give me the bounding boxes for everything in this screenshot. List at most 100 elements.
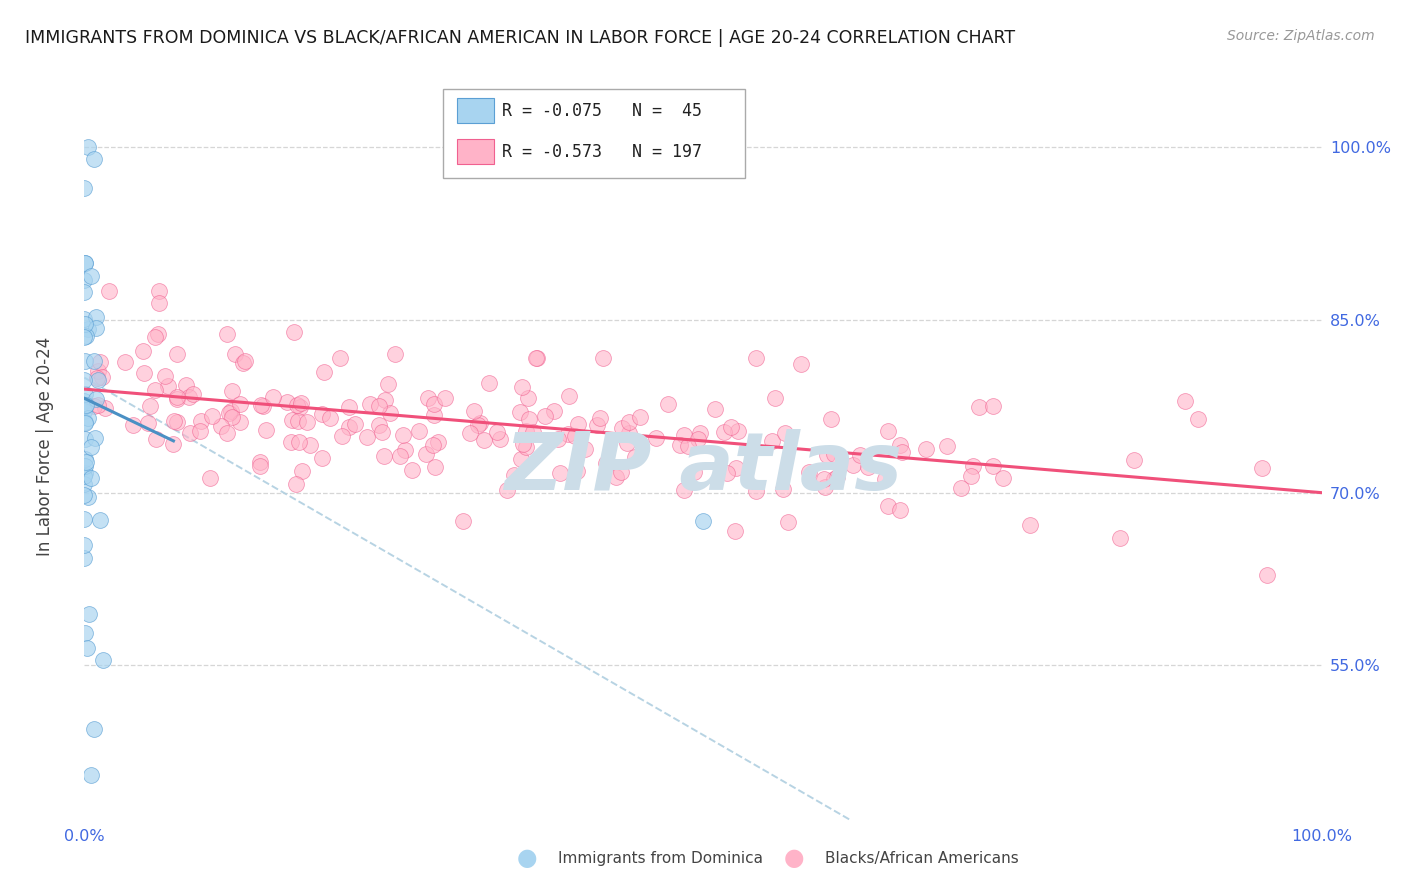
Point (73, 466, 96, 480)
Point (198, 471, 221, 485)
Point (79, 440, 101, 454)
Point (89, 513, 111, 527)
Point (761, 434, 783, 448)
Point (177, 390, 200, 404)
Point (91, 369, 114, 384)
Point (311, 451, 333, 466)
Point (408, 424, 430, 438)
Point (73, 432, 96, 446)
Point (517, 411, 540, 425)
Point (1019, 518, 1042, 533)
Point (415, 447, 437, 461)
Point (509, 405, 531, 419)
Point (77, 140, 100, 154)
Point (163, 414, 186, 428)
Point (423, 459, 446, 474)
Point (73, 311, 96, 326)
Point (1123, 453, 1146, 467)
Point (73, 550, 96, 565)
Point (319, 411, 342, 425)
Point (181, 387, 204, 401)
Point (162, 436, 184, 450)
Point (75, 626, 97, 640)
Point (73, 458, 96, 473)
Point (458, 425, 481, 440)
Point (765, 391, 787, 405)
Point (512, 437, 534, 451)
Point (377, 376, 399, 391)
Text: ●: ● (517, 847, 537, 870)
Point (991, 471, 1014, 485)
Point (434, 391, 457, 405)
Point (1187, 412, 1209, 426)
Point (73, 538, 96, 552)
Point (73, 255, 96, 269)
Point (825, 469, 848, 483)
Point (889, 503, 911, 517)
Point (330, 429, 353, 443)
Point (727, 424, 749, 438)
Point (616, 436, 638, 450)
Point (524, 351, 547, 365)
Point (91, 652, 114, 666)
Point (122, 417, 145, 432)
Point (224, 347, 246, 361)
Point (83, 152, 105, 166)
Point (472, 433, 495, 447)
Point (371, 425, 394, 439)
Point (287, 414, 309, 428)
Point (543, 403, 565, 417)
Point (517, 391, 540, 405)
Point (401, 463, 423, 477)
Point (73, 393, 96, 408)
Text: ZIP atlas: ZIP atlas (503, 429, 903, 508)
Text: ●: ● (785, 847, 804, 870)
Point (548, 466, 571, 480)
Point (73, 285, 96, 299)
Point (533, 409, 555, 423)
Point (73, 353, 96, 368)
Point (799, 465, 821, 479)
Point (217, 426, 239, 441)
Point (468, 416, 491, 430)
Point (188, 424, 211, 438)
Point (713, 425, 735, 439)
Point (228, 415, 250, 429)
Point (73, 512, 96, 526)
Point (80, 268, 103, 283)
Point (394, 442, 416, 457)
Point (485, 425, 508, 440)
Point (725, 461, 748, 475)
Point (290, 396, 312, 410)
Point (889, 438, 911, 452)
Point (745, 483, 768, 498)
Point (76, 640, 98, 655)
Point (298, 438, 321, 452)
Point (314, 366, 336, 380)
Point (83, 722, 105, 736)
Point (143, 330, 166, 344)
Point (174, 378, 197, 392)
Point (488, 432, 510, 446)
Point (423, 397, 446, 411)
Point (478, 376, 501, 391)
Point (73, 452, 96, 467)
Point (219, 404, 242, 418)
Point (1256, 568, 1278, 582)
Point (526, 351, 548, 365)
Point (337, 400, 360, 414)
Point (813, 472, 835, 486)
Point (297, 415, 319, 429)
Point (877, 499, 900, 513)
Point (73, 373, 96, 387)
Point (467, 417, 489, 432)
Point (678, 439, 700, 453)
Point (617, 415, 640, 429)
Point (359, 397, 381, 411)
Point (83, 354, 105, 368)
Point (73, 273, 96, 287)
Point (877, 424, 900, 438)
Point (218, 406, 240, 420)
Point (463, 404, 485, 418)
Point (77, 490, 100, 504)
